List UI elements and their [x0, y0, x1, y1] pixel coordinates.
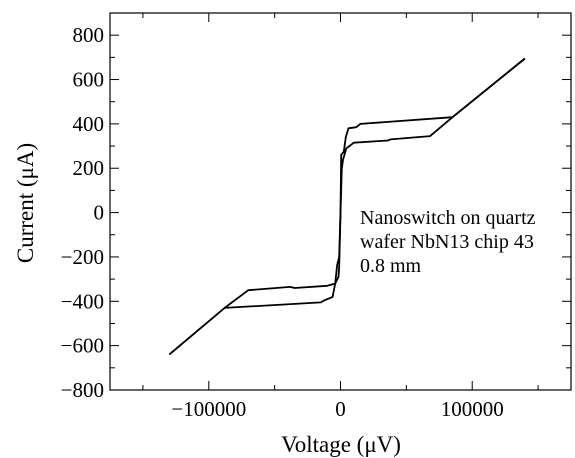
- series-layer: [168, 57, 526, 356]
- series-line-2: [224, 57, 526, 309]
- y-tick-label: −800: [61, 378, 104, 402]
- x-tick-label: 100000: [441, 397, 504, 421]
- y-tick-label: 0: [94, 201, 105, 225]
- x-axis-label: Voltage (μV): [281, 432, 401, 457]
- y-tick-label: 800: [73, 23, 105, 47]
- y-tick-label: 400: [73, 112, 105, 136]
- y-axis-ticks: −800 −600 −400 −200 0 200 400 600 800: [61, 12, 571, 402]
- x-tick-label: −100000: [171, 397, 246, 421]
- x-axis-ticks: −100000 0 100000: [142, 13, 539, 421]
- y-tick-label: −600: [61, 334, 104, 358]
- y-tick-label: −400: [61, 289, 104, 313]
- annotation-line-1: Nanoswitch on quartz: [360, 207, 536, 229]
- y-axis-label: Current (μA): [13, 143, 38, 263]
- y-tick-label: 200: [73, 156, 105, 180]
- annotation-line-3: 0.8 mm: [360, 255, 422, 277]
- x-tick-label: 0: [335, 397, 346, 421]
- y-tick-label: 600: [73, 68, 105, 92]
- annotation-line-2: wafer NbN13 chip 43: [360, 231, 534, 253]
- y-tick-label: −200: [61, 245, 104, 269]
